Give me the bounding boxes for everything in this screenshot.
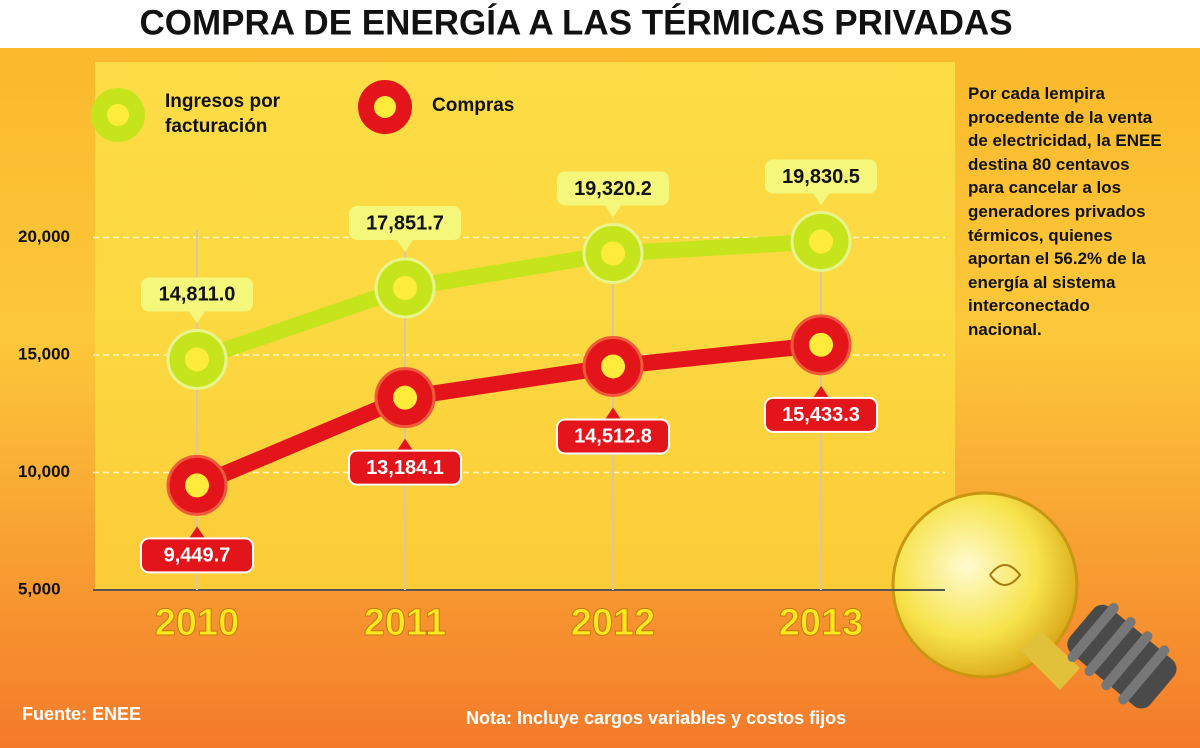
value-label-box [140,537,254,574]
value-label-pointer [605,407,621,420]
value-label: 15,433.3 [782,404,860,426]
value-label: 14,811.0 [159,284,236,306]
data-point-dot [393,385,417,410]
value-label-box [557,171,669,206]
value-label-box [764,396,878,433]
value-label-pointer [813,385,829,398]
legend-marker-dot [374,96,396,118]
value-label-pointer [189,311,205,324]
data-point-dot [809,229,833,254]
x-tick-label: 2010 [155,602,240,644]
series-line [193,336,822,493]
data-point-dot [185,473,209,498]
legend-marker-dot [107,104,129,126]
y-tick-label: 10,000 [18,462,70,481]
value-label-box [141,277,253,312]
value-label-box [765,159,877,194]
value-label-pointer [397,438,413,451]
value-label: 17,851.7 [366,212,444,234]
value-label: 13,184.1 [366,457,444,479]
x-tick-label: 2011 [364,602,446,644]
value-label-box [348,449,462,486]
value-label-pointer [397,239,413,252]
x-tick-label: 2013 [779,602,864,644]
data-point-dot [601,354,625,379]
value-label: 19,830.5 [782,166,860,188]
title-band [0,0,1200,48]
data-point-dot [809,332,833,357]
chart-title: COMPRA DE ENERGÍA A LAS TÉRMICAS PRIVADA… [139,2,1012,42]
y-tick-label: 15,000 [18,344,70,363]
note: Nota: Incluye cargos variables y costos … [466,708,847,728]
series-line [194,233,822,368]
value-label: 14,512.8 [574,426,652,448]
value-label-pointer [813,193,829,206]
data-point-dot [185,347,209,372]
y-tick-label: 5,000 [18,579,61,598]
value-label-box [349,205,461,240]
data-point-dot [393,275,417,300]
data-point-dot [601,241,625,266]
value-label: 19,320.2 [574,178,652,200]
y-tick-label: 20,000 [18,227,70,246]
value-label-pointer [189,526,205,539]
annotation: Por cada lempira procedente de la venta … [968,84,1162,339]
value-label-pointer [605,205,621,218]
bulb-illustration [891,491,1177,709]
source: Fuente: ENEE [22,704,142,724]
value-label-box [556,418,670,455]
x-tick-label: 2012 [571,602,656,644]
legend-label: Ingresos por facturación [165,91,281,137]
value-label: 9,449.7 [164,545,231,567]
legend-label: Compras [432,95,515,116]
